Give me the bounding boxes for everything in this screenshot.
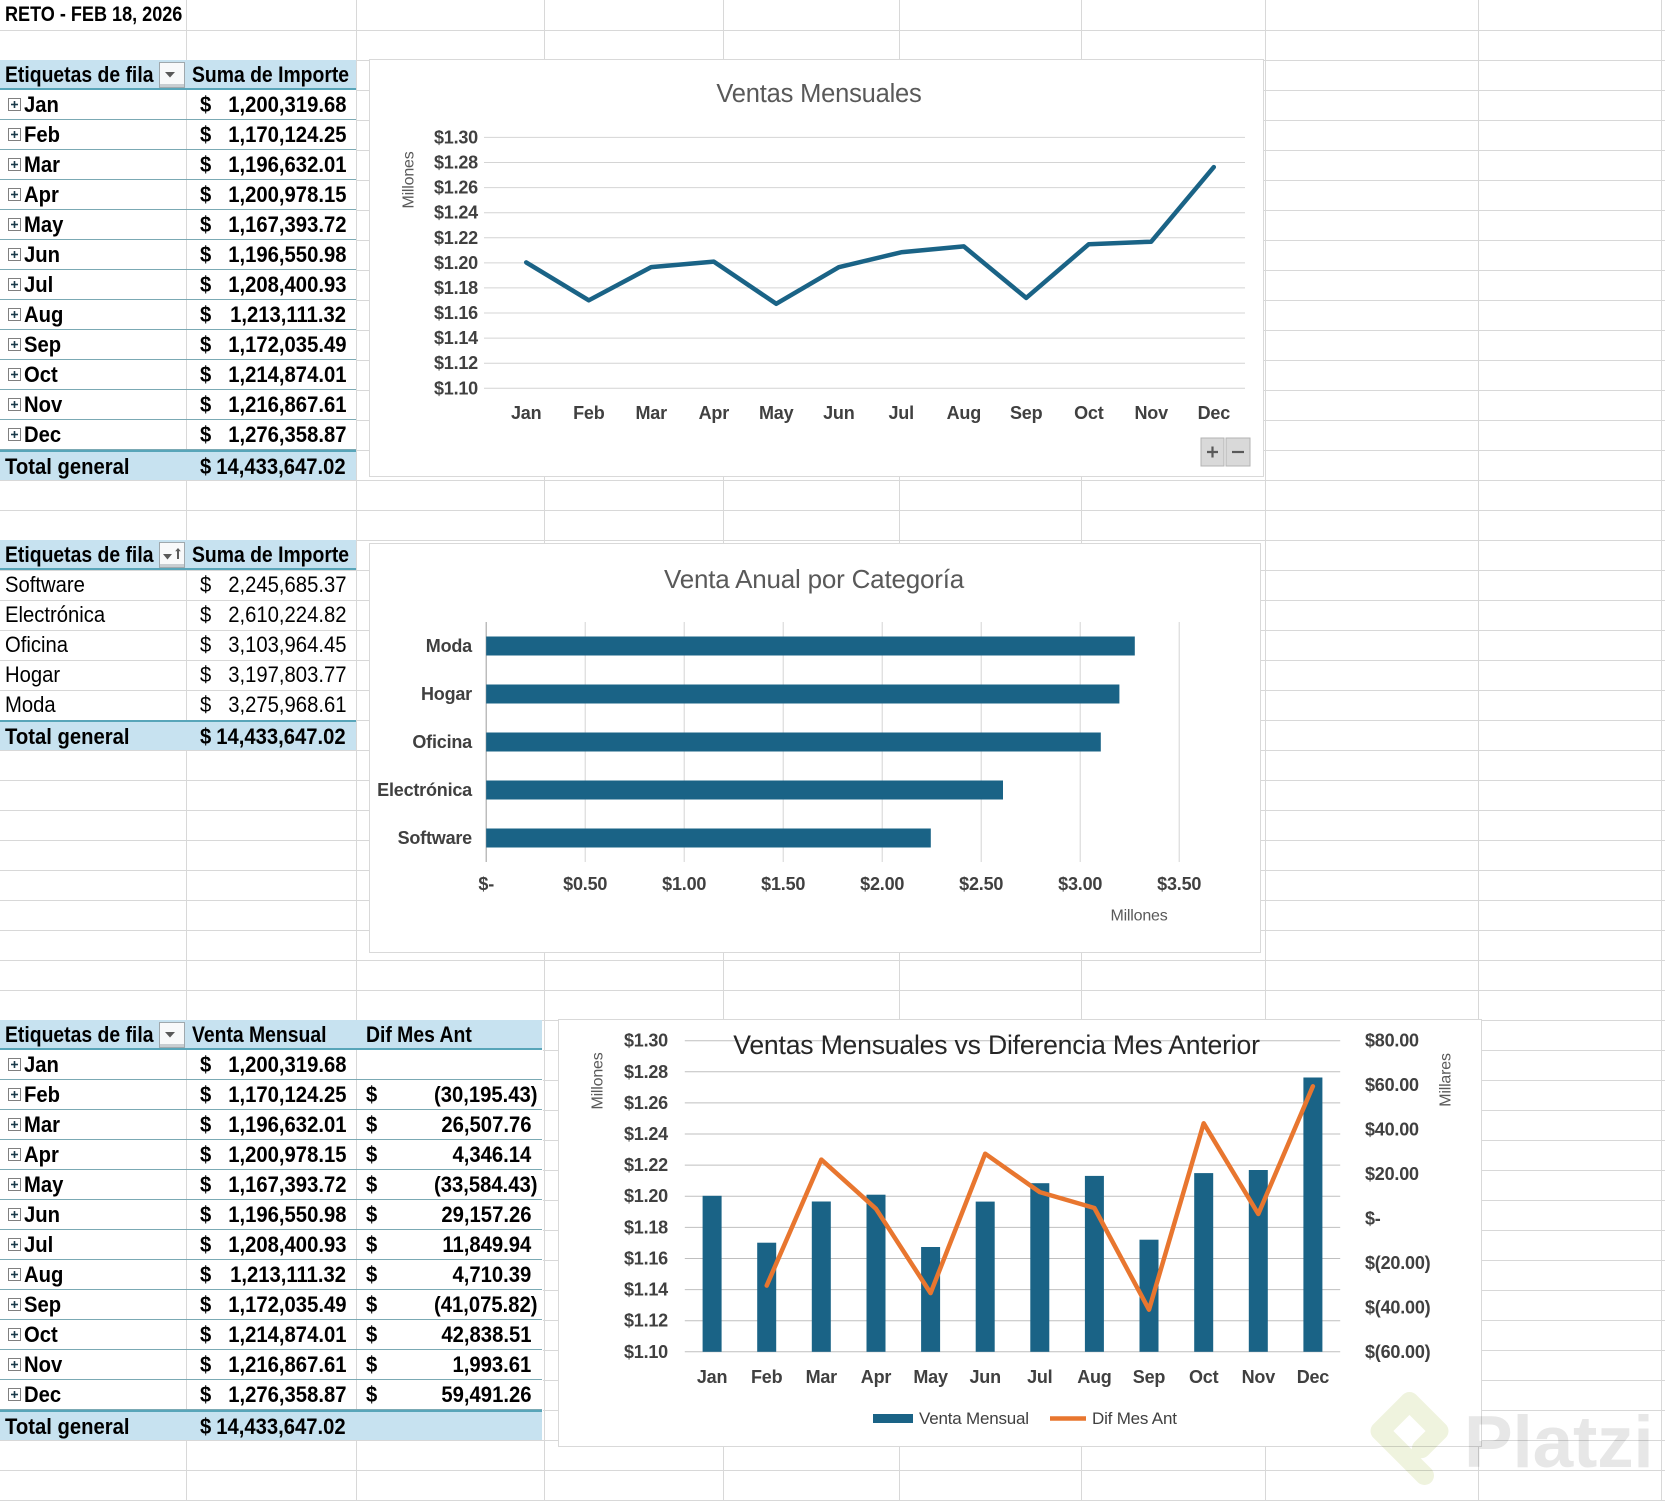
svg-text:May: May	[913, 1367, 948, 1387]
svg-text:Moda: Moda	[426, 636, 473, 656]
svg-text:$(40.00): $(40.00)	[1365, 1297, 1431, 1317]
svg-text:$1.10: $1.10	[624, 1342, 668, 1362]
svg-text:$80.00: $80.00	[1365, 1031, 1419, 1051]
svg-text:Millares: Millares	[1438, 1053, 1455, 1107]
svg-text:$1.18: $1.18	[624, 1217, 668, 1237]
svg-text:Millones: Millones	[401, 151, 418, 208]
svg-text:$1.12: $1.12	[624, 1311, 668, 1331]
svg-text:Nov: Nov	[1242, 1367, 1276, 1387]
svg-text:Oficina: Oficina	[412, 732, 473, 752]
svg-text:Dif Mes Ant: Dif Mes Ant	[1092, 1409, 1177, 1428]
svg-text:$1.50: $1.50	[761, 874, 805, 894]
svg-text:Hogar: Hogar	[421, 684, 472, 704]
svg-text:Jun: Jun	[823, 403, 854, 423]
svg-text:Apr: Apr	[861, 1367, 892, 1387]
svg-text:Feb: Feb	[751, 1367, 783, 1387]
svg-text:Dec: Dec	[1297, 1367, 1330, 1387]
svg-text:$(60.00): $(60.00)	[1365, 1342, 1431, 1362]
svg-text:$2.00: $2.00	[860, 874, 904, 894]
svg-text:Aug: Aug	[1077, 1367, 1111, 1387]
svg-text:Venta Mensual: Venta Mensual	[919, 1409, 1029, 1428]
svg-text:$1.20: $1.20	[434, 253, 478, 273]
svg-text:$1.16: $1.16	[624, 1249, 668, 1269]
svg-text:Jan: Jan	[697, 1367, 727, 1387]
svg-text:$3.00: $3.00	[1058, 874, 1102, 894]
svg-text:Jul: Jul	[888, 403, 913, 423]
svg-text:$1.26: $1.26	[434, 178, 478, 198]
svg-text:Dec: Dec	[1198, 403, 1231, 423]
svg-text:Venta Anual por Categoría: Venta Anual por Categoría	[664, 564, 965, 594]
svg-text:$1.14: $1.14	[434, 328, 478, 348]
svg-text:Nov: Nov	[1134, 403, 1168, 423]
svg-text:$1.00: $1.00	[662, 874, 706, 894]
svg-text:$-: $-	[478, 874, 494, 894]
svg-text:$20.00: $20.00	[1365, 1164, 1419, 1184]
svg-text:Sep: Sep	[1010, 403, 1043, 423]
svg-text:$1.12: $1.12	[434, 353, 478, 373]
svg-text:$1.28: $1.28	[434, 153, 478, 173]
svg-text:$3.50: $3.50	[1157, 874, 1201, 894]
svg-text:Sep: Sep	[1133, 1367, 1166, 1387]
svg-text:Oct: Oct	[1074, 403, 1104, 423]
svg-text:$2.50: $2.50	[959, 874, 1003, 894]
svg-text:$1.26: $1.26	[624, 1093, 668, 1113]
svg-text:Oct: Oct	[1189, 1367, 1219, 1387]
svg-text:$1.30: $1.30	[434, 127, 478, 147]
svg-text:Jun: Jun	[969, 1367, 1000, 1387]
svg-text:Apr: Apr	[699, 403, 730, 423]
svg-text:$(20.00): $(20.00)	[1365, 1253, 1431, 1273]
svg-text:$1.24: $1.24	[434, 203, 478, 223]
svg-text:Jul: Jul	[1027, 1367, 1052, 1387]
svg-text:$1.22: $1.22	[434, 228, 478, 248]
svg-text:$1.16: $1.16	[434, 303, 478, 323]
svg-text:May: May	[759, 403, 794, 423]
svg-text:Electrónica: Electrónica	[377, 780, 473, 800]
svg-text:Software: Software	[398, 828, 473, 848]
svg-text:$1.24: $1.24	[624, 1124, 668, 1144]
svg-text:$1.10: $1.10	[434, 378, 478, 398]
svg-text:Mar: Mar	[806, 1367, 838, 1387]
svg-text:$1.28: $1.28	[624, 1062, 668, 1082]
svg-text:Ventas Mensuales: Ventas Mensuales	[716, 80, 921, 108]
svg-text:Jan: Jan	[511, 403, 541, 423]
svg-text:Mar: Mar	[635, 403, 667, 423]
svg-text:$1.14: $1.14	[624, 1280, 668, 1300]
svg-text:Ventas Mensuales vs Diferencia: Ventas Mensuales vs Diferencia Mes Anter…	[733, 1030, 1260, 1060]
svg-text:$-: $-	[1365, 1209, 1381, 1229]
svg-text:$40.00: $40.00	[1365, 1120, 1419, 1140]
svg-text:Aug: Aug	[947, 403, 981, 423]
svg-text:$1.20: $1.20	[624, 1186, 668, 1206]
svg-text:$60.00: $60.00	[1365, 1075, 1419, 1095]
svg-text:$1.30: $1.30	[624, 1031, 668, 1051]
svg-text:$1.22: $1.22	[624, 1155, 668, 1175]
svg-text:Millones: Millones	[590, 1052, 607, 1109]
svg-text:Millones: Millones	[1110, 908, 1167, 925]
svg-text:$1.18: $1.18	[434, 278, 478, 298]
svg-text:Feb: Feb	[573, 403, 605, 423]
svg-text:$0.50: $0.50	[563, 874, 607, 894]
